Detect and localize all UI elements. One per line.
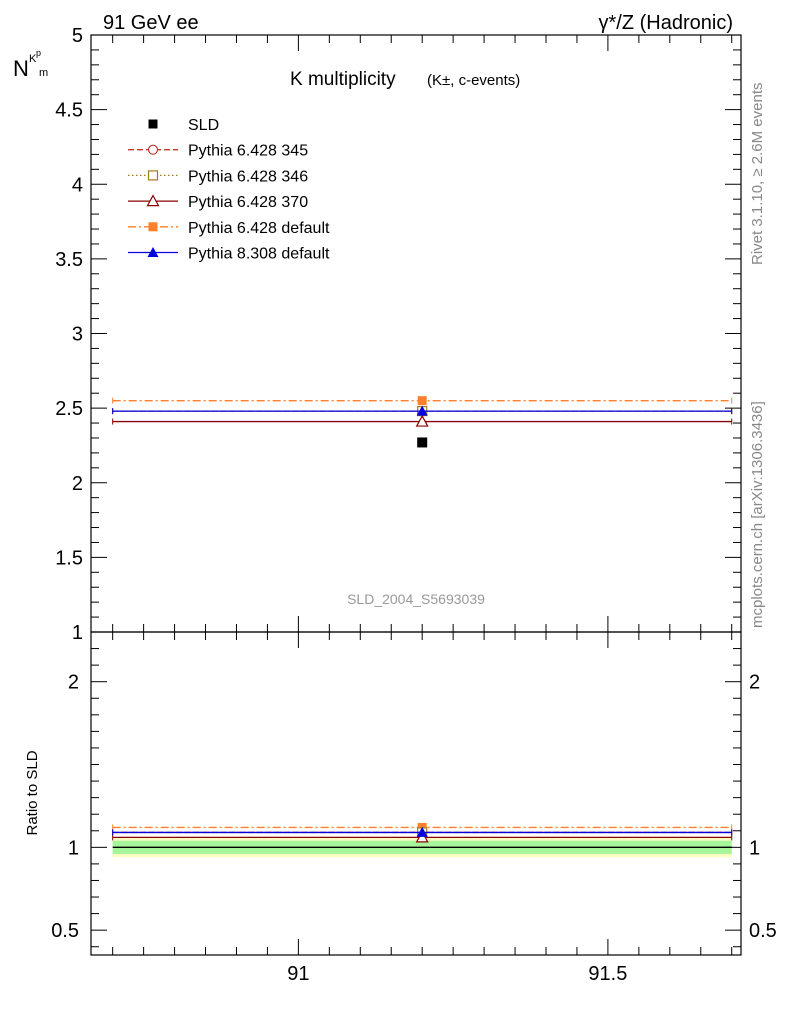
y-tick-label: 4 [72,174,83,196]
y-tick-label: 1.5 [55,547,83,569]
y-axis-label: N [13,56,29,81]
y-tick-label: 1 [72,622,83,644]
legend-label-pythia-6-428-370: Pythia 6.428 370 [188,194,308,211]
analysis-watermark: SLD_2004_S5693039 [347,591,485,607]
legend-label-pythia-6-428-345: Pythia 6.428 345 [188,143,308,160]
ratio-bands [112,837,732,858]
y-tick-label: 3.5 [55,249,83,271]
y-axis-label-sup: p [36,48,41,58]
ratio-x-ticks: 91 91.5 [112,632,733,985]
legend-marker-pythia-6-428-370 [146,194,160,207]
ratio-y-tick-label: 1 [68,837,79,859]
y-tick-label: 5 [72,25,83,47]
legend-marker-sld [148,119,158,129]
data-point-pythia-6-428-370 [415,414,429,427]
ratio-y-axis-label: Ratio to SLD [24,750,41,835]
ratio-series [112,822,733,843]
data-point-pythia-6-428-default [417,396,427,406]
main-series [112,396,733,448]
ratio-y-tick-label-right: 2 [749,672,760,694]
y-tick-label: 2 [72,473,83,495]
ratio-y-tick-label-right: 1 [749,837,760,859]
header-right: γ*/Z (Hadronic) [599,12,733,34]
legend-label-pythia-8-308-default: Pythia 8.308 default [188,246,330,263]
legend-marker-pythia-6-428-default [148,222,158,232]
y-tick-label: 4.5 [55,100,83,122]
rivet-label: Rivet 3.1.10, ≥ 2.6M events [749,83,766,266]
ratio-frame [90,631,742,956]
chart-subtitle: (K±, c-events) [427,72,520,89]
ratio-panel: 0.5 0.5 1 1 2 2 91 91.5 Ratio to SLD [24,631,777,985]
mcplots-label: mcplots.cern.ch [arXiv:1306.3436] [749,401,766,628]
x-tick-label: 91.5 [588,963,627,985]
legend-marker-pythia-6-428-345 [147,144,159,155]
x-tick-label: 91 [287,963,309,985]
legend-label-pythia-6-428-346: Pythia 6.428 346 [188,168,308,185]
ratio-y-tick-label: 2 [68,672,79,694]
main-y-ticks: 1 1.5 2 2.5 3 3.5 4 4.5 5 [55,25,741,644]
y-axis-label-sub2: m [39,67,48,79]
legend-label-sld: SLD [188,117,219,134]
chart-title: K multiplicity [290,69,396,90]
data-point-sld [417,437,428,448]
main-panel: 1 1.5 2 2.5 3 3.5 4 4.5 5 N K p m K multiplicity… [13,25,742,644]
main-x-ticks [112,35,733,632]
ratio-point-pythia-8-308-default [416,826,428,837]
y-tick-label: 3 [72,324,83,346]
y-axis-label-sub: K [29,53,37,65]
legend-marker-pythia-6-428-346 [147,170,159,181]
ratio-y-tick-label-right: 0.5 [749,920,777,942]
y-tick-label: 2.5 [55,398,83,420]
legend: SLD Pythia 6.428 345 Pythia 6.428 346 Pythi… [128,117,330,263]
ratio-y-ticks: 0.5 0.5 1 1 2 2 [51,648,777,948]
ratio-y-tick-label: 0.5 [51,920,79,942]
data-point-pythia-8-308-default [416,405,428,416]
header-left: 91 GeV ee [103,12,199,34]
legend-label-pythia-6-428-default: Pythia 6.428 default [188,220,330,237]
legend-marker-pythia-8-308-default [147,247,159,257]
